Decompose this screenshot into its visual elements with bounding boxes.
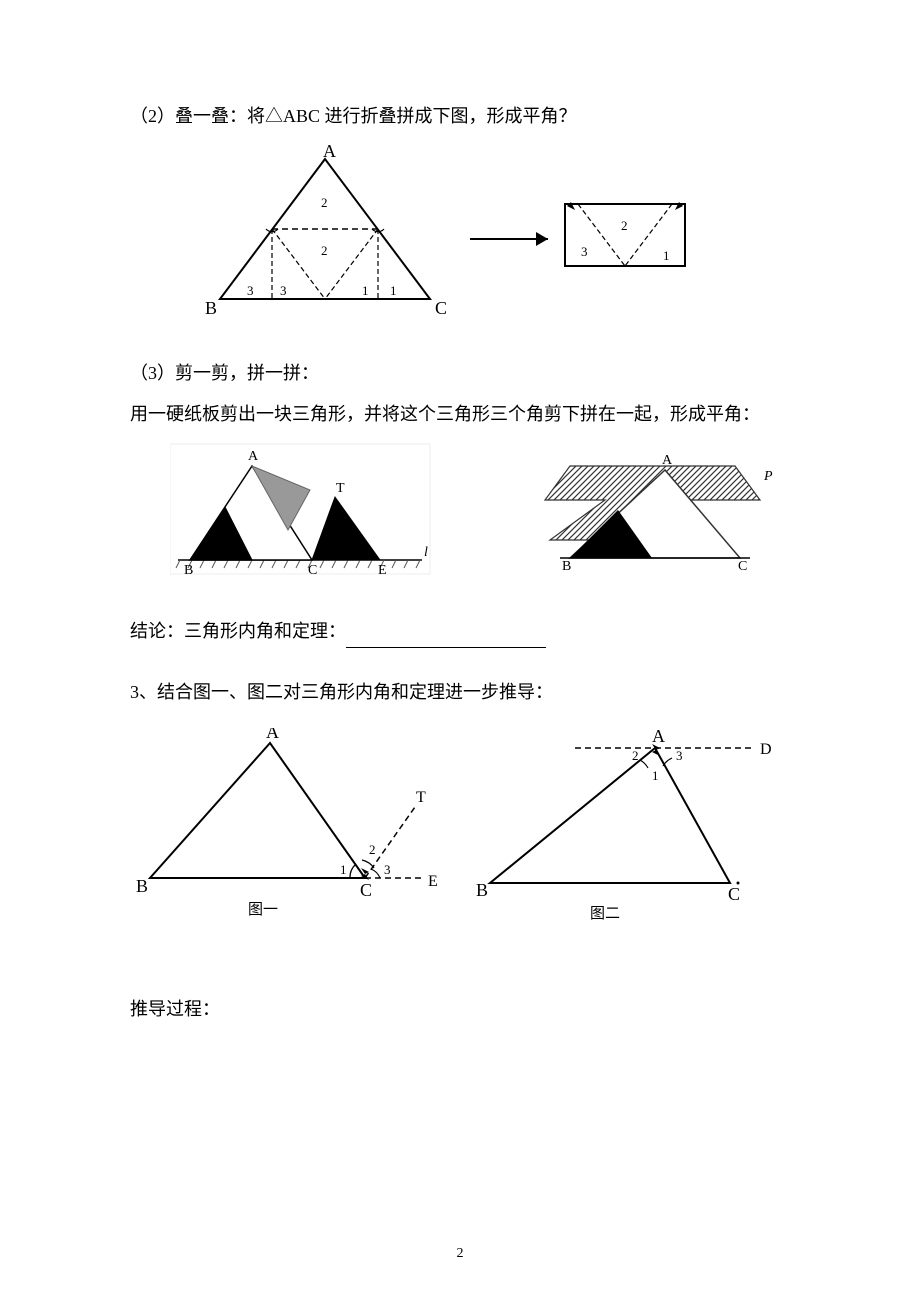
f2-n1: 1 [652,768,659,783]
label-C: C [435,298,447,318]
f1-E: E [428,873,438,890]
two-figs: A B C T E 1 2 3 图一 A B C D 1 2 3 [130,728,790,928]
f2-B: B [476,880,488,900]
rect-n1: 1 [663,248,670,263]
left-l: l [424,545,428,560]
inner-fold-2 [325,229,378,299]
section3-text2: 用一硬纸板剪出一块三角形，并将这个三角形三个角剪下拼在一起，形成平角： [130,398,790,430]
conclusion-label: 结论：三角形内角和定理： [130,621,346,641]
f1-C: C [360,880,372,900]
section2-diagram: A B C 2 2 3 3 1 1 [130,144,790,329]
f2-D: D [760,741,772,758]
n3-left-out: 3 [247,283,254,298]
f1-n2: 2 [369,842,376,857]
right-A: A [662,453,673,468]
f1-cap: 图一 [248,901,278,918]
left-E: E [378,563,387,578]
proof-diagram: A B C T E 1 2 3 图一 A B C D 1 2 3 [130,728,790,933]
right-B: B [562,559,571,574]
left-A: A [248,449,259,464]
rect-n3: 3 [581,244,588,259]
f1-A: A [266,728,279,742]
f2-C: C [728,884,740,904]
section3-diagram: A B C E T l A B C P [130,442,790,587]
fold-result: 2 3 1 [565,202,685,266]
page-number: 2 [457,1246,464,1262]
black-right [312,497,380,560]
cut-diagram: A B C E T l A B C P [170,442,790,582]
n1-right-in: 1 [362,283,369,298]
fig1-tri [150,743,365,878]
f2-n2: 2 [632,748,639,763]
n2-top: 2 [321,195,328,210]
derivation-label: 推导过程： [130,993,790,1025]
n3-left-in: 3 [280,283,287,298]
right-P: P [763,469,773,484]
n1-right-out: 1 [390,283,397,298]
left-C: C [308,563,317,578]
f1-T: T [416,789,426,806]
conclusion-line: 结论：三角形内角和定理： [130,615,790,647]
n2-mid: 2 [321,243,328,258]
f1-n3: 3 [384,862,391,877]
f1-B: B [136,876,148,896]
section2-text: （2）叠一叠：将△ABC 进行折叠拼成下图，形成平角？ [130,100,790,132]
right-C: C [738,559,747,574]
proof-intro: 3、结合图一、图二对三角形内角和定理进一步推导： [130,676,790,708]
f2-cap: 图二 [590,905,620,922]
fold-arrow [470,232,548,246]
section3-text1: （3）剪一剪，拼一拼： [130,357,790,389]
f1-n1: 1 [340,862,347,877]
fig2-tri [490,748,730,883]
left-B: B [184,563,193,578]
f2-A: A [652,728,665,746]
conclusion-blank [346,626,546,648]
rect-n2: 2 [621,218,628,233]
label-B: B [205,298,217,318]
left-T: T [336,481,345,496]
f2-n3: 3 [676,748,683,763]
label-A: A [323,144,336,161]
fold-diagram: A B C 2 2 3 3 1 1 [200,144,700,324]
